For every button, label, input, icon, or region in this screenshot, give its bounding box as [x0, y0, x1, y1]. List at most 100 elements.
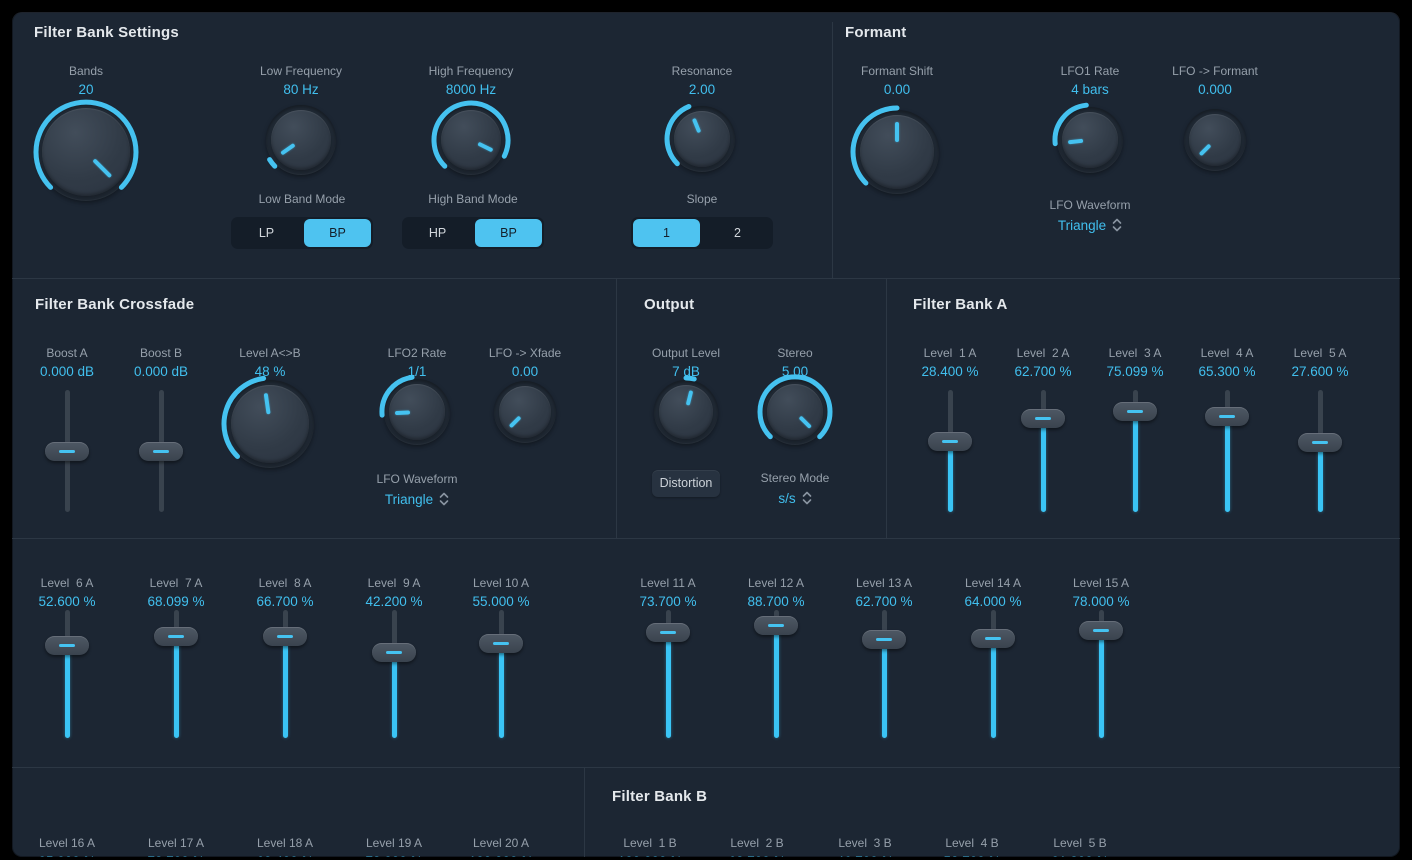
level-10-a-label: Level 10 A: [472, 576, 530, 590]
slope-option-2[interactable]: 2: [734, 226, 741, 240]
level-7-a-value[interactable]: 68.099 %: [147, 594, 205, 609]
level-12-a-slider-handle[interactable]: [754, 615, 798, 635]
level-8-a-slider-fill: [282, 636, 288, 738]
lfo-to-xfade-value[interactable]: 0.00: [511, 364, 539, 379]
level-14-a-value[interactable]: 64.000 %: [964, 594, 1022, 609]
lfo2-rate-knob-pointer: [388, 383, 447, 442]
level-5-a-value[interactable]: 27.600 %: [1291, 364, 1349, 379]
level-15-a-slider-handle[interactable]: [1079, 621, 1123, 641]
level-20-a-value[interactable]: 100.000 %: [406, 854, 596, 857]
divider: [12, 278, 1400, 279]
level-6-a-slider-handle[interactable]: [45, 636, 89, 656]
boost-a-value[interactable]: 0.000 dB: [39, 364, 95, 379]
boost-b-slider-handle[interactable]: [139, 441, 183, 461]
low-frequency-pointer-line: [280, 143, 296, 156]
level-10-a-handle-mark: [493, 642, 509, 646]
level-11-a-slider-handle[interactable]: [646, 623, 690, 643]
level-2-b-value[interactable]: 62.700 %: [662, 854, 852, 857]
level-10-a-slider-handle[interactable]: [479, 634, 523, 654]
level-9-a-value[interactable]: 42.200 %: [365, 594, 423, 609]
output-level-value[interactable]: 7 dB: [672, 364, 700, 379]
high-band-mode-option-hp[interactable]: HP: [428, 226, 447, 240]
level-5-a-slider-fill: [1317, 442, 1323, 512]
slope-option-1[interactable]: 1: [633, 219, 700, 247]
level-14-a-slider-handle[interactable]: [971, 628, 1015, 648]
resonance-value[interactable]: 2.00: [688, 82, 716, 97]
level-12-a-handle-mark: [768, 623, 784, 627]
boost-b-value[interactable]: 0.000 dB: [133, 364, 189, 379]
divider: [886, 278, 887, 538]
resonance-pointer-line: [691, 117, 701, 133]
level-9-a-slider-handle[interactable]: [372, 643, 416, 663]
level-3-a-slider-handle[interactable]: [1113, 402, 1157, 422]
level-10-a-value[interactable]: 55.000 %: [472, 594, 530, 609]
level-12-a-value[interactable]: 88.700 %: [747, 594, 805, 609]
distortion-button[interactable]: Distortion: [652, 469, 720, 497]
low-band-mode-option-lp[interactable]: LP: [258, 226, 275, 240]
lfo-to-formant-value[interactable]: 0.000: [1198, 82, 1232, 97]
level-18-a-value[interactable]: 60.400 %: [190, 854, 380, 857]
crossfade-lfo-waveform-dropdown[interactable]: Triangle: [322, 489, 512, 509]
level-4-a-slider-handle[interactable]: [1205, 407, 1249, 427]
level-13-a-slider-handle[interactable]: [862, 629, 906, 649]
boost-b-label: Boost B: [139, 346, 183, 360]
filter-bank-a-title: Filter Bank A: [913, 296, 1008, 313]
lfo-to-formant-knob[interactable]: [1189, 114, 1241, 166]
level-1-a-slider-handle[interactable]: [928, 432, 972, 452]
level-6-a-value[interactable]: 52.600 %: [38, 594, 96, 609]
level-7-a-slider-handle[interactable]: [154, 626, 198, 646]
bands-label: Bands: [68, 64, 104, 78]
level-a-b-pointer-line: [263, 392, 271, 415]
updown-chevrons-icon: [802, 491, 811, 505]
lfo-to-xfade-label: LFO -> Xfade: [488, 346, 562, 360]
level-8-a-handle-mark: [277, 635, 293, 639]
formant-shift-value[interactable]: 0.00: [883, 82, 911, 97]
level-5-b-value[interactable]: 91.800 %: [985, 854, 1175, 857]
level-6-a-handle-mark: [59, 644, 75, 648]
bands-value[interactable]: 20: [78, 82, 94, 97]
formant-lfo-waveform-dropdown[interactable]: Triangle: [995, 215, 1185, 235]
level-1-a-slider-fill: [947, 441, 953, 512]
level-19-a-value[interactable]: 78.000 %: [299, 854, 489, 857]
level-11-a-value[interactable]: 73.700 %: [639, 594, 697, 609]
high-band-mode-option-bp[interactable]: BP: [475, 219, 542, 247]
level-8-a-slider-handle[interactable]: [263, 627, 307, 647]
level-3-a-value[interactable]: 75.099 %: [1106, 364, 1164, 379]
level-8-a-value[interactable]: 66.700 %: [256, 594, 314, 609]
low-band-mode-option-bp[interactable]: BP: [304, 219, 371, 247]
level-13-a-handle-mark: [876, 637, 892, 641]
high-frequency-value[interactable]: 8000 Hz: [445, 82, 497, 97]
level-1-b-label: Level 1 B: [623, 836, 677, 850]
level-13-a-value[interactable]: 62.700 %: [855, 594, 913, 609]
level-17-a-value[interactable]: 73.700 %: [81, 854, 271, 857]
level-4-b-value[interactable]: 53.700 %: [877, 854, 1067, 857]
level-14-a-slider-fill: [990, 638, 996, 738]
output-level-knob[interactable]: [659, 385, 713, 439]
level-1-b-value[interactable]: 100.000 %: [555, 854, 745, 857]
lfo1-rate-value[interactable]: 4 bars: [1071, 82, 1109, 97]
level-11-a-handle-mark: [660, 631, 676, 635]
level-4-a-value[interactable]: 65.300 %: [1198, 364, 1256, 379]
level-2-a-slider-handle[interactable]: [1021, 408, 1065, 428]
level-1-a-value[interactable]: 28.400 %: [921, 364, 979, 379]
high-band-mode-segmented-control: HP BP: [402, 217, 544, 249]
stereo-knob-pointer: [755, 372, 834, 451]
level-2-a-value[interactable]: 62.700 %: [1014, 364, 1072, 379]
lfo1-rate-pointer-line: [1067, 139, 1083, 145]
stereo-label: Stereo: [777, 346, 813, 360]
level-5-a-slider-handle[interactable]: [1298, 433, 1342, 453]
level-a-b-value[interactable]: 48 %: [254, 364, 286, 379]
low-frequency-knob[interactable]: [271, 110, 331, 170]
output-level-pointer-line: [686, 390, 693, 406]
boost-a-slider-handle[interactable]: [45, 441, 89, 461]
level-17-a-label: Level 17 A: [147, 836, 205, 850]
low-frequency-value[interactable]: 80 Hz: [283, 82, 319, 97]
level-16-a-value[interactable]: 95.000 %: [12, 854, 162, 857]
level-19-a-label: Level 19 A: [365, 836, 423, 850]
stereo-mode-dropdown[interactable]: s/s: [700, 488, 890, 508]
crossfade-lfo-waveform-value: Triangle: [384, 491, 434, 507]
resonance-label: Resonance: [671, 64, 733, 78]
level-3-b-value[interactable]: 46.700 %: [770, 854, 960, 857]
lfo-to-xfade-knob[interactable]: [499, 386, 551, 438]
level-15-a-value[interactable]: 78.000 %: [1072, 594, 1130, 609]
